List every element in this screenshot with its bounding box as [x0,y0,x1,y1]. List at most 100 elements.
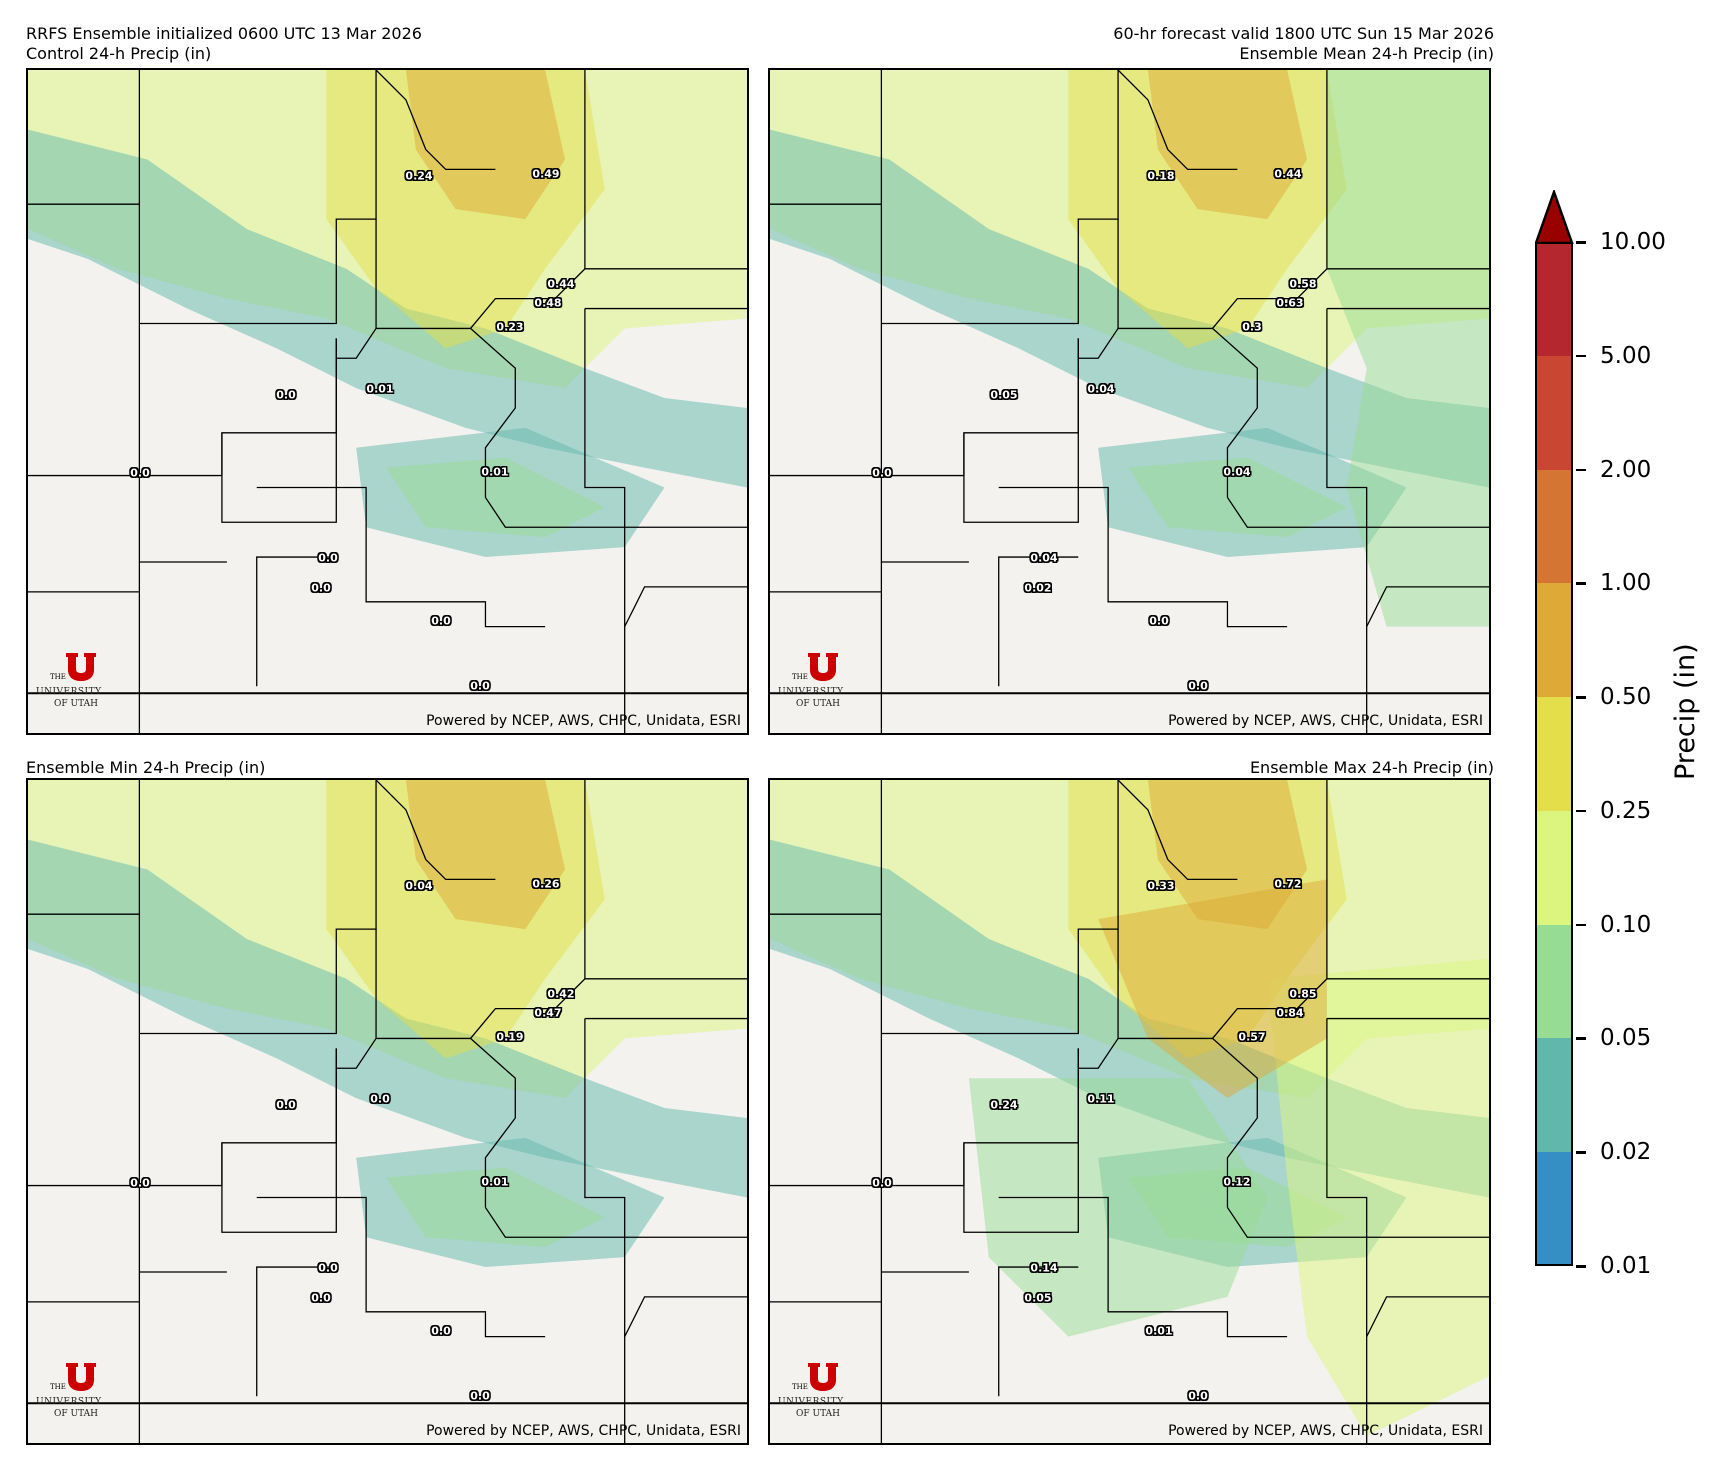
logo-university: UNIVERSITY [778,1397,844,1407]
point-value-label: 0.26 [532,877,560,891]
colorbar-segment [1535,1152,1573,1266]
point-value-label: 0.01 [366,382,394,396]
point-value-label: 0.24 [405,169,433,183]
colorbar-tick [1576,1037,1586,1040]
point-value-label: 0.0 [276,388,296,402]
logo-the: THE [792,673,808,681]
point-value-label: 0.04 [405,879,433,893]
point-value-label: 0.44 [1274,167,1302,181]
precip-map [28,780,747,1443]
point-value-label: 0.01 [481,1175,509,1189]
point-value-label: 0.42 [547,987,575,1001]
point-value-label: 0.01 [1145,1324,1173,1338]
precip-colorbar [1534,188,1575,1267]
block-u-icon [808,653,838,681]
point-value-label: 0.57 [1238,1030,1266,1044]
colorbar-tick [1576,241,1586,244]
point-value-label: 0.0 [311,1291,331,1305]
university-of-utah-logo: THE UNIVERSITY OF UTAH [36,1363,116,1433]
logo-the: THE [792,1383,808,1391]
colorbar-tick-label: 0.05 [1600,1025,1652,1052]
point-value-label: 0.24 [990,1098,1018,1112]
point-value-label: 0.01 [481,465,509,479]
point-value-label: 0.85 [1289,987,1317,1001]
colorbar-tick [1576,1151,1586,1154]
point-value-label: 0.0 [431,1324,451,1338]
min-map-panel: 0.04 0.26 0.42 0.47 0.19 0.0 0.0 0.0 0.01 0.0 0.0 0… [26,778,749,1445]
colorbar-frame [1535,242,1573,1266]
point-value-label: 0.04 [1030,551,1058,565]
point-value-label: 0.12 [1223,1175,1251,1189]
colorbar-tick-label: 10.00 [1600,229,1666,255]
mean-map-panel: 0.18 0.44 0.58 0.63 0.3 0.05 0.04 0.0 0.04 0.04 0.… [768,68,1491,735]
colorbar-tick-label: 0.02 [1600,1139,1652,1166]
point-value-label: 0.23 [496,320,524,334]
colorbar-tick [1576,809,1586,813]
point-value-label: 0.18 [1147,169,1175,183]
logo-university: UNIVERSITY [36,1397,102,1407]
point-value-label: 0.11 [1087,1092,1115,1106]
point-value-label: 0.05 [990,388,1018,402]
colorbar-tick [1576,468,1586,472]
colorbar-segment [1535,355,1573,470]
point-value-label: 0.47 [534,1006,562,1020]
point-value-label: 0.02 [1024,581,1052,595]
point-value-label: 0.0 [872,466,892,480]
logo-of-utah: OF UTAH [54,1409,98,1419]
colorbar-extend-arrow [1534,188,1575,248]
precip-map [28,70,747,733]
point-value-label: 0.05 [1024,1291,1052,1305]
data-credit: Powered by NCEP, AWS, CHPC, Unidata, ESR… [1168,1423,1483,1439]
logo-university: UNIVERSITY [778,687,844,697]
point-value-label: 0.0 [1188,1389,1208,1403]
university-of-utah-logo: THE UNIVERSITY OF UTAH [36,653,116,723]
colorbar-tick-label: 2.00 [1600,456,1652,483]
point-value-label: 0.0 [130,1176,150,1190]
precip-map [770,70,1489,733]
point-value-label: 0.72 [1274,877,1302,891]
point-value-label: 0.0 [276,1098,296,1112]
colorbar-tick [1576,696,1586,699]
point-value-label: 0.63 [1276,296,1304,310]
point-value-label: 0.0 [318,551,338,565]
colorbar-tick-label: 1.00 [1600,570,1652,597]
colorbar-segment [1535,924,1573,1039]
point-value-label: 0.0 [431,614,451,628]
logo-of-utah: OF UTAH [796,1409,840,1419]
point-value-label: 0.3 [1242,320,1262,334]
point-value-label: 0.49 [532,167,560,181]
logo-of-utah: OF UTAH [796,699,840,709]
colorbar-segment [1535,242,1573,356]
point-value-label: 0.0 [370,1092,390,1106]
logo-university: UNIVERSITY [36,687,102,697]
mean-panel-title: Ensemble Mean 24-h Precip (in) [1239,44,1494,63]
data-credit: Powered by NCEP, AWS, CHPC, Unidata, ESR… [426,713,741,729]
point-value-label: 0.14 [1030,1261,1058,1275]
precip-map [770,780,1489,1443]
point-value-label: 0.84 [1276,1006,1304,1020]
colorbar-label: Precip (in) [1670,643,1701,780]
colorbar-tick-label: 0.10 [1600,911,1652,938]
logo-the: THE [50,1383,66,1391]
colorbar-tick-label: 0.01 [1600,1253,1652,1279]
colorbar-segment [1535,697,1573,811]
point-value-label: 0.48 [534,296,562,310]
colorbar-tick [1576,354,1586,358]
point-value-label: 0.33 [1147,879,1175,893]
point-value-label: 0.0 [130,466,150,480]
logo-of-utah: OF UTAH [54,699,98,709]
colorbar-tick [1576,1265,1586,1268]
colorbar-segment [1535,810,1573,925]
valid-time-title: 60-hr forecast valid 1800 UTC Sun 15 Mar… [1113,24,1494,43]
point-value-label: 0.04 [1087,382,1115,396]
colorbar-tick [1576,923,1586,927]
point-value-label: 0.0 [311,581,331,595]
max-panel-title: Ensemble Max 24-h Precip (in) [1249,758,1494,777]
data-credit: Powered by NCEP, AWS, CHPC, Unidata, ESR… [426,1423,741,1439]
data-credit: Powered by NCEP, AWS, CHPC, Unidata, ESR… [1168,713,1483,729]
colorbar-segment [1535,1038,1573,1153]
control-map-panel: 0.24 0.49 0.44 0.48 0.23 0.0 0.01 0.0 0.01 0.0 0.0… [26,68,749,735]
colorbar-tick-label: 0.25 [1600,797,1652,824]
block-u-icon [66,653,96,681]
init-title: RRFS Ensemble initialized 0600 UTC 13 Ma… [26,24,422,43]
